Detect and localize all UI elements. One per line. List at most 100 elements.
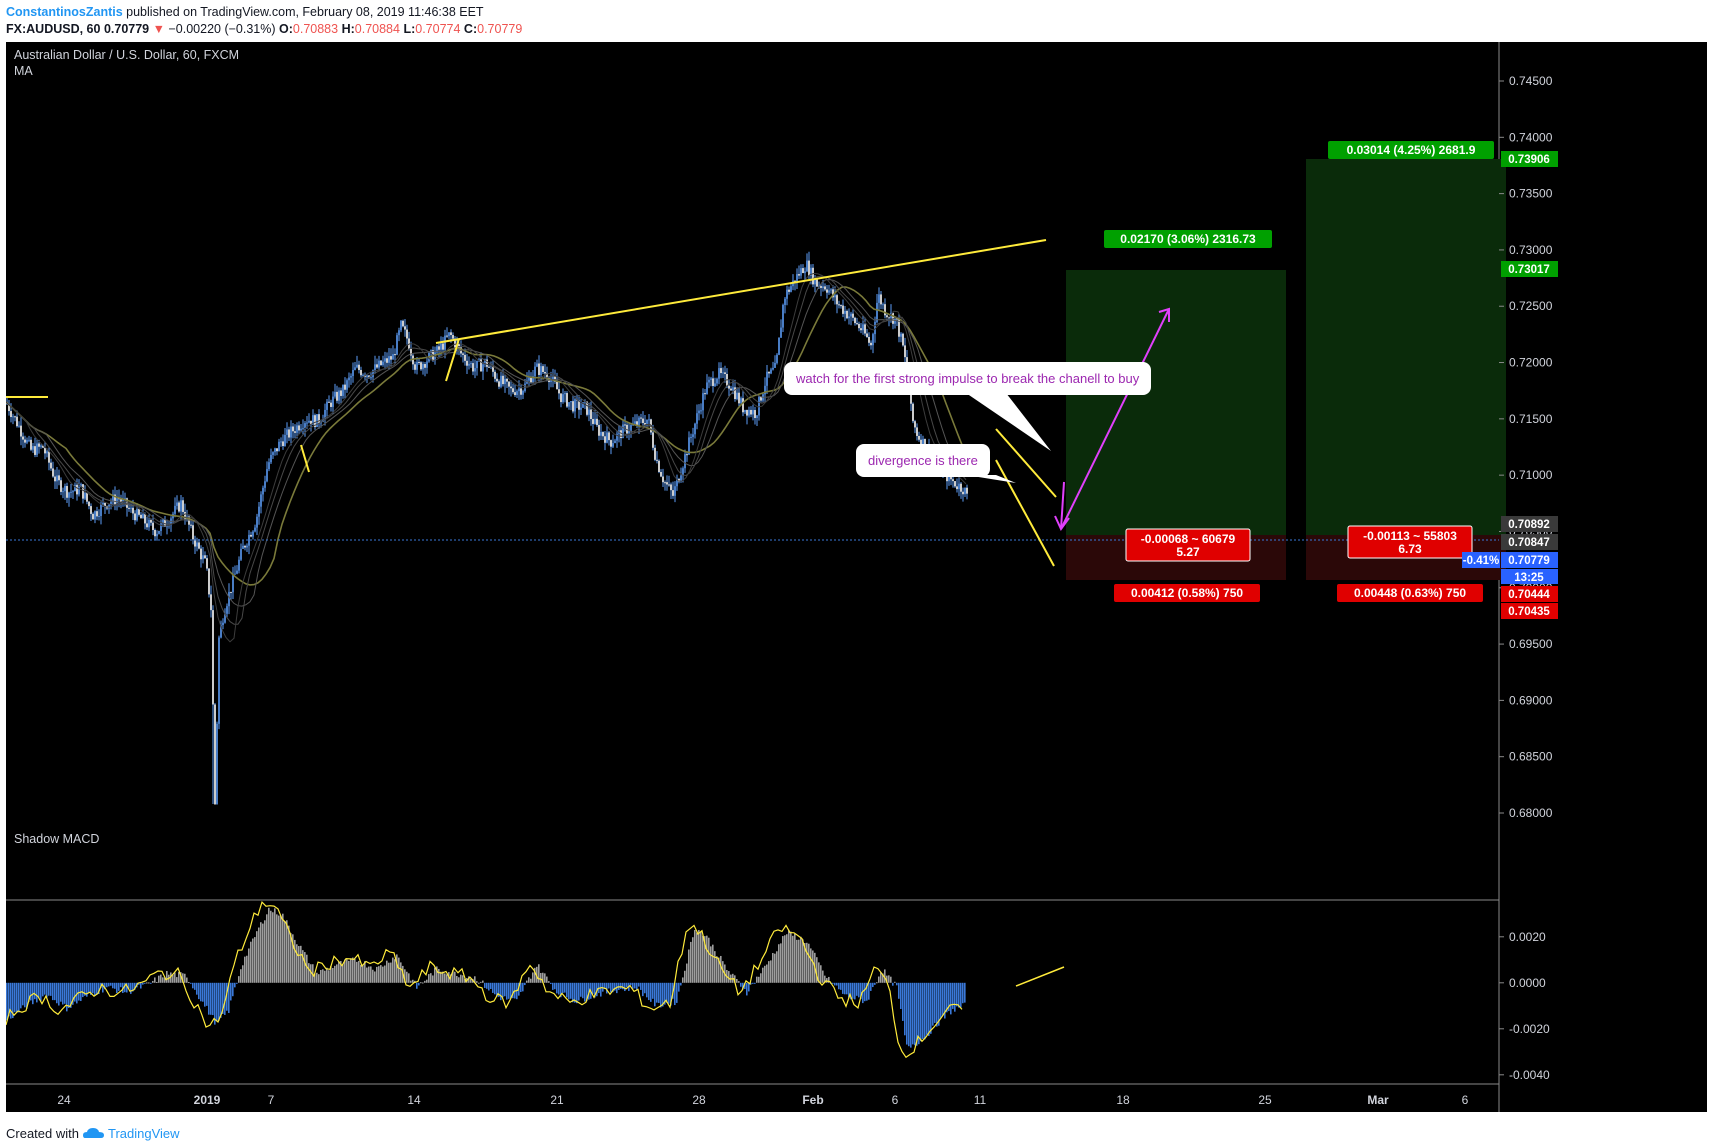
time-axis[interactable]: 24 2019 7 14 21 28 Feb 6 11 18 25 Mar 6 bbox=[57, 1093, 1468, 1107]
ma-indicator-label[interactable]: MA bbox=[14, 64, 33, 78]
macd-bar bbox=[562, 982, 564, 993]
divergence-callout[interactable]: divergence is there bbox=[856, 444, 990, 477]
projection-arrow-up[interactable] bbox=[1060, 308, 1170, 530]
macd-bar bbox=[802, 939, 804, 983]
candle-body bbox=[660, 472, 662, 477]
small-trend-drawing-1[interactable] bbox=[445, 338, 460, 382]
channel-upper-line[interactable] bbox=[995, 428, 1057, 498]
macd-bar bbox=[690, 941, 692, 983]
left-target-badge[interactable]: 0.02170 (3.06%) 2316.73 bbox=[1104, 230, 1272, 248]
chart-container[interactable]: 0.74500 0.74000 0.73500 0.73000 0.72500 0.720… bbox=[5, 42, 1707, 1112]
candle-body bbox=[834, 295, 836, 298]
macd-bar bbox=[84, 982, 86, 996]
macd-bar bbox=[240, 969, 242, 983]
price-tick-label: 0.69500 bbox=[1509, 637, 1553, 651]
macd-bar bbox=[306, 954, 308, 983]
price-tick-label: 0.69000 bbox=[1509, 693, 1553, 707]
macd-axis[interactable]: 0.0020 0.0000 -0.0020 -0.0040 bbox=[1499, 930, 1550, 1082]
macd-bar bbox=[708, 937, 710, 983]
tradingview-brand[interactable]: TradingView bbox=[108, 1126, 180, 1141]
candle-body bbox=[266, 469, 268, 482]
candle-body bbox=[514, 392, 516, 396]
macd-bar bbox=[484, 982, 486, 988]
candle-body bbox=[498, 381, 500, 387]
candle-body bbox=[142, 513, 144, 519]
candle-body bbox=[418, 361, 420, 363]
macd-bar bbox=[400, 962, 402, 983]
macd-bar bbox=[174, 972, 176, 983]
candle-body bbox=[216, 723, 218, 805]
macd-bar bbox=[254, 937, 256, 983]
candle-body bbox=[380, 360, 382, 366]
candle-body bbox=[466, 360, 468, 366]
candle-body bbox=[480, 359, 482, 372]
macd-bar bbox=[78, 982, 80, 1001]
left-ratio-line2: 5.27 bbox=[1176, 545, 1200, 559]
candle-body bbox=[122, 498, 124, 502]
long-position-right-target-zone[interactable] bbox=[1306, 159, 1506, 535]
price-axis[interactable]: 0.74500 0.74000 0.73500 0.73000 0.72500 0.720… bbox=[1499, 74, 1553, 820]
candle-body bbox=[40, 445, 42, 447]
macd-bar bbox=[564, 982, 566, 993]
candle-body bbox=[306, 422, 308, 424]
channel-callout[interactable]: watch for the first strong impulse to br… bbox=[784, 362, 1152, 395]
macd-bar bbox=[436, 966, 438, 983]
candle-body bbox=[544, 372, 546, 374]
macd-bar bbox=[276, 914, 278, 983]
macd-bar bbox=[762, 967, 764, 983]
time-tick-label: 2019 bbox=[194, 1093, 221, 1107]
right-stop-badge[interactable]: 0.00448 (0.63%) 750 bbox=[1337, 584, 1483, 602]
channel-callout-pointer bbox=[966, 393, 1051, 451]
macd-bar bbox=[816, 957, 818, 983]
candle-body bbox=[824, 286, 826, 290]
left-ratio-badge[interactable]: -0.00068 ~ 60679 5.27 bbox=[1125, 528, 1251, 562]
candle-body bbox=[290, 426, 292, 438]
candle-body bbox=[724, 372, 726, 375]
macd-divergence-line[interactable] bbox=[1015, 966, 1065, 987]
macd-bar bbox=[152, 980, 154, 983]
chart-canvas[interactable]: 0.74500 0.74000 0.73500 0.73000 0.72500 0.720… bbox=[5, 42, 1707, 1112]
candle-body bbox=[812, 267, 814, 285]
candle-body bbox=[710, 378, 712, 380]
right-ratio-badge[interactable]: -0.00113 ~ 55803 6.73 bbox=[1347, 525, 1473, 559]
candle-body bbox=[900, 333, 902, 337]
macd-bar bbox=[36, 982, 38, 1003]
right-target-badge[interactable]: 0.03014 (4.25%) 2681.9 bbox=[1328, 141, 1494, 159]
macd-bar bbox=[604, 982, 606, 990]
svg-text:0.73017: 0.73017 bbox=[1508, 264, 1550, 276]
candle-body bbox=[674, 486, 676, 496]
left-stop-badge[interactable]: 0.00412 (0.58%) 750 bbox=[1114, 584, 1260, 602]
candle-body bbox=[304, 423, 306, 429]
price-tick-label: 0.71000 bbox=[1509, 468, 1553, 482]
macd-bar bbox=[592, 982, 594, 994]
candle-body bbox=[560, 393, 562, 403]
macd-bar bbox=[474, 976, 476, 983]
long-position-left-target-zone[interactable] bbox=[1066, 270, 1286, 535]
macd-bar bbox=[538, 964, 540, 983]
small-trend-drawing-2[interactable] bbox=[300, 444, 310, 473]
candle-body bbox=[154, 529, 156, 537]
candle-body bbox=[790, 286, 792, 292]
macd-bar bbox=[58, 982, 60, 1006]
author-link[interactable]: ConstantinosZantis bbox=[6, 5, 123, 19]
candle-body bbox=[400, 320, 402, 331]
channel-lower-line[interactable] bbox=[995, 459, 1055, 567]
macd-bar bbox=[520, 982, 522, 992]
macd-bar bbox=[282, 913, 284, 983]
macd-bar bbox=[158, 975, 160, 983]
candle-body bbox=[862, 324, 864, 331]
macd-bar bbox=[916, 982, 918, 1046]
macd-pane-title[interactable]: Shadow MACD bbox=[14, 832, 100, 846]
candle-body bbox=[182, 500, 184, 512]
macd-bar bbox=[362, 964, 364, 983]
macd-bar bbox=[842, 982, 844, 994]
badge-entry-right: 0.70892 bbox=[1501, 516, 1558, 532]
macd-bar bbox=[502, 982, 504, 998]
projection-arrow-down[interactable] bbox=[1060, 481, 1065, 530]
candle-body bbox=[640, 417, 642, 419]
macd-bar bbox=[946, 982, 948, 1013]
resistance-trendline[interactable] bbox=[435, 239, 1047, 344]
candle-body bbox=[868, 336, 870, 343]
macd-bar bbox=[24, 982, 26, 1008]
macd-bar bbox=[140, 982, 142, 989]
